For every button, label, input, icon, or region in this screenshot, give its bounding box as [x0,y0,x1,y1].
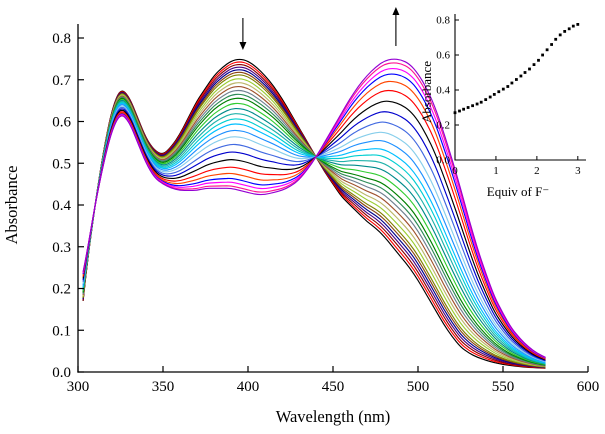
y-tick-label: 0.6 [52,115,71,131]
x-tick-label: 450 [322,379,345,395]
spectrum-curve [82,101,546,364]
spectrum-curve [82,106,546,362]
spectrum-curve [82,97,546,366]
y-tick-label: 0.0 [52,365,71,381]
inset-x-tick-label: 1 [493,165,499,177]
inset-data-point [488,95,492,99]
inset-data-point [571,24,575,28]
inset-data-point [537,58,540,62]
spectrum-curve [82,100,546,361]
y-axis-label: Absorbance [2,166,21,245]
y-tick-label: 0.5 [52,156,71,172]
inset-data-point [532,63,536,66]
spectrum-curve [82,102,546,364]
inset-data-point [515,78,518,81]
spectrum-curve [82,86,546,367]
inset-y-tick-label: 0.6 [436,50,450,62]
inset-data-point [479,100,483,104]
inset-y-tick-label: 0.0 [436,155,450,167]
arrow-down-head-icon [239,42,247,50]
inset-data-point [541,53,544,57]
spectrum-curve [82,105,546,363]
x-tick-label: 300 [67,379,90,395]
spectrum-curve [82,108,546,362]
y-tick-label: 0.2 [52,282,71,298]
inset-data-point [519,74,523,78]
main-axes: 300 350 400 450 500 550 600 0.0 0.1 0.2 0.3 0.4 0.5 0… [52,24,599,395]
inset-data-point [484,98,488,101]
trend-arrows [239,7,400,50]
x-tick-label: 600 [577,379,600,395]
x-tick-label: 550 [492,379,515,395]
y-tick-label: 0.4 [52,198,71,214]
inset-data-point [458,109,461,113]
inset-data-point [506,85,510,88]
spectrum-curve [82,73,546,359]
spectra-curves [82,58,546,369]
inset-data-point [558,33,562,37]
inset-data-point [462,107,465,111]
inset-data-point [492,93,496,96]
inset-data-point [576,23,580,26]
inset-data-point [567,27,571,31]
inset-y-tick-label: 0.4 [436,85,450,97]
inset-y-tick-label: 0.8 [436,15,450,27]
spectrum-curve [82,58,546,369]
spectrum-curve [82,80,546,360]
y-tick-label: 0.7 [52,73,71,89]
x-tick-label: 350 [152,379,175,395]
inset-data-point [466,106,470,109]
inset-data-point [523,71,527,74]
inset-data-point [550,43,553,46]
x-tick-label: 500 [407,379,430,395]
spectrum-curve [82,89,546,367]
spectrum-curve [82,58,546,358]
x-tick-label: 400 [237,379,260,395]
inset-data-point [563,30,567,33]
inset-data-point [475,102,479,106]
y-tick-label: 0.1 [52,323,71,339]
inset-x-tick-label: 3 [575,165,581,177]
inset-data-point [453,111,457,115]
inset-data-point [554,37,558,41]
inset-data-point [510,81,514,85]
inset-x-tick-label: 0 [452,165,458,177]
x-axis-label: Wavelength (nm) [276,407,391,426]
inset-x-tick-label: 2 [534,165,540,177]
inset-binding-plot: 0 1 2 3 0.0 0.2 0.4 0.6 0.8 [436,14,586,177]
spectrum-curve [82,98,546,366]
spectrum-curve [82,104,546,363]
inset-x-axis-label: Equiv of F⁻ [487,184,549,199]
y-tick-label: 0.8 [52,31,71,47]
inset-data-point [528,67,531,71]
y-tick-label: 0.3 [52,240,71,256]
spectrum-curve [82,93,546,366]
inset-y-tick-label: 0.2 [436,120,450,132]
inset-y-axis-label: Absorbance [419,61,434,123]
spectrum-curve [82,100,546,365]
inset-data-point [497,90,501,94]
arrow-up-head-icon [392,7,400,15]
spectrum-curve [82,61,546,369]
inset-data-point [471,104,474,108]
spectrum-curve [82,99,546,365]
inset-data-point [545,48,549,52]
inset-data-point [501,87,505,91]
